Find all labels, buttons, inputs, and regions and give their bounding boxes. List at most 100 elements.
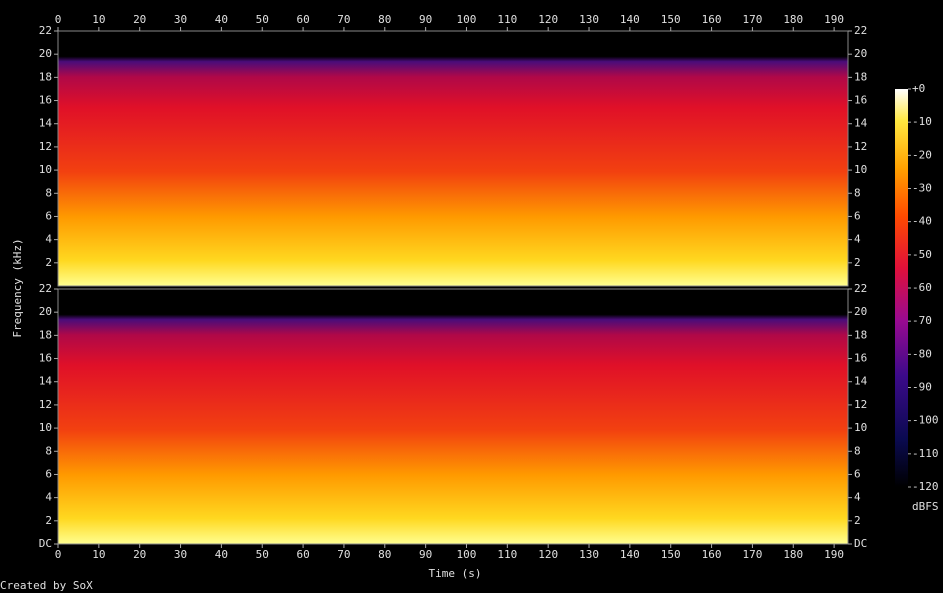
colorbar-tick-label: -90: [912, 381, 932, 394]
colorbar-tick-label: -70: [912, 314, 932, 327]
colorbar-tick-label: -120: [912, 480, 939, 493]
y-tick-label: 16: [854, 352, 867, 365]
y-tick-label: 14: [39, 117, 53, 130]
x-tick-label: 90: [419, 548, 432, 561]
y-tick-label: 20: [39, 305, 52, 318]
x-tick-label: 0: [55, 13, 62, 26]
x-tick-label: 70: [337, 13, 350, 26]
y-tick-label: DC: [39, 537, 52, 550]
y-tick-label: 12: [39, 398, 52, 411]
x-tick-label: 150: [661, 13, 681, 26]
y-axis-label: Frequency (kHz): [11, 238, 24, 337]
x-tick-label: 90: [419, 13, 432, 26]
x-tick-label: 0: [55, 548, 62, 561]
y-tick-label: 18: [854, 70, 867, 83]
y-tick-label: 20: [854, 47, 867, 60]
y-tick-label: 12: [39, 140, 52, 153]
x-tick-label: 130: [579, 13, 599, 26]
y-tick-label: 4: [854, 233, 861, 246]
y-tick-label: 22: [854, 24, 867, 37]
x-tick-label: 100: [457, 13, 477, 26]
y-tick-label: 4: [854, 491, 861, 504]
x-axis-label: Time (s): [429, 567, 482, 580]
y-tick-label: 16: [854, 94, 867, 107]
y-tick-label: 4: [45, 233, 52, 246]
y-tick-label: 14: [854, 117, 868, 130]
plot-frame: [57, 30, 849, 287]
y-tick-label: 20: [854, 305, 867, 318]
x-tick-label: 190: [824, 13, 844, 26]
x-tick-label: 10: [92, 13, 105, 26]
y-tick-label: 6: [854, 209, 861, 222]
colorbar-tick-label: -10: [912, 115, 932, 128]
x-tick-label: 30: [174, 548, 187, 561]
x-tick-label: 140: [620, 548, 640, 561]
colorbar-tick-label: -50: [912, 248, 932, 261]
y-tick-label: 8: [45, 444, 52, 457]
x-tick-label: 160: [702, 13, 722, 26]
x-tick-label: 60: [296, 548, 309, 561]
footer: Created by SoX: [0, 579, 93, 592]
x-tick-label: 170: [742, 548, 762, 561]
y-tick-label: 2: [854, 514, 861, 527]
colorbar-tick-label: -20: [912, 148, 932, 161]
y-tick-label: 18: [39, 328, 52, 341]
colorbar-tick-label: -100: [912, 414, 939, 427]
y-tick-label: 6: [45, 209, 52, 222]
x-tick-label: 40: [215, 13, 228, 26]
x-tick-label: 110: [497, 13, 517, 26]
x-tick-label: 180: [783, 548, 803, 561]
y-tick-label: 12: [854, 398, 867, 411]
y-tick-label: 18: [39, 70, 52, 83]
y-tick-label: 16: [39, 352, 52, 365]
y-tick-label: 2: [45, 256, 52, 269]
colorbar-tick-label: -40: [912, 215, 932, 228]
x-tick-label: 80: [378, 13, 391, 26]
y-tick-label: 8: [854, 186, 861, 199]
y-tick-label: 6: [854, 467, 861, 480]
colorbar-label: dBFS: [912, 500, 939, 513]
x-tick-label: 50: [256, 548, 269, 561]
colorbar: [895, 89, 908, 487]
x-tick-label: 20: [133, 13, 146, 26]
y-tick-label: 2: [45, 514, 52, 527]
y-tick-label: 8: [45, 186, 52, 199]
colorbar-tick-label: +0: [912, 82, 925, 95]
y-tick-label: 10: [39, 421, 52, 434]
x-tick-label: 40: [215, 548, 228, 561]
y-tick-label: 10: [39, 163, 52, 176]
colorbar-tick-label: -110: [912, 447, 939, 460]
y-tick-label: 10: [854, 421, 867, 434]
y-tick-label: 14: [854, 375, 868, 388]
y-tick-label: 10: [854, 163, 867, 176]
y-tick-label: DC: [854, 537, 867, 550]
colorbar-tick-label: -30: [912, 182, 932, 195]
spectrogram-body: [58, 289, 848, 544]
y-tick-label: 2: [854, 256, 861, 269]
x-tick-label: 150: [661, 548, 681, 561]
colorbar-tick-label: -80: [912, 347, 932, 360]
x-tick-label: 120: [538, 548, 558, 561]
y-tick-label: 14: [39, 375, 53, 388]
plot-frame: [57, 288, 849, 545]
x-tick-label: 50: [256, 13, 269, 26]
x-tick-label: 30: [174, 13, 187, 26]
y-tick-label: 22: [39, 24, 52, 37]
y-tick-label: 20: [39, 47, 52, 60]
x-tick-label: 120: [538, 13, 558, 26]
x-tick-label: 160: [702, 548, 722, 561]
x-tick-label: 100: [457, 548, 477, 561]
y-tick-label: 16: [39, 94, 52, 107]
spectrogram-body: [58, 31, 848, 286]
x-tick-label: 110: [497, 548, 517, 561]
x-tick-label: 190: [824, 548, 844, 561]
x-tick-label: 80: [378, 548, 391, 561]
y-tick-label: 8: [854, 444, 861, 457]
y-tick-label: 22: [854, 282, 867, 295]
x-tick-label: 180: [783, 13, 803, 26]
x-tick-label: 70: [337, 548, 350, 561]
y-tick-label: 6: [45, 467, 52, 480]
y-tick-label: 4: [45, 491, 52, 504]
y-tick-label: 22: [39, 282, 52, 295]
